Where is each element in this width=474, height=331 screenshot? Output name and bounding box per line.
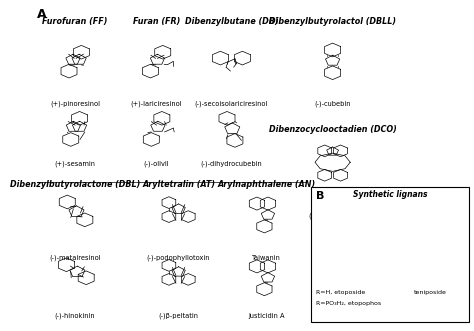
Text: Furan (FR): Furan (FR) (133, 18, 180, 26)
Text: (-)-steganaicin: (-)-steganaicin (308, 213, 357, 219)
Text: Arylnaphthalene (AN): Arylnaphthalene (AN) (218, 180, 316, 189)
Text: (-)-olivil: (-)-olivil (144, 161, 169, 167)
Text: (-)-matairesinol: (-)-matairesinol (49, 255, 101, 261)
Text: Furofuran (FF): Furofuran (FF) (43, 18, 108, 26)
Text: Dibenzylbutyrolactol (DBLL): Dibenzylbutyrolactol (DBLL) (269, 18, 396, 26)
Text: A: A (36, 8, 46, 21)
Text: Dibenzylbutane (DB): Dibenzylbutane (DB) (185, 18, 278, 26)
Text: (-)-secoisolariciresinol: (-)-secoisolariciresinol (195, 100, 268, 107)
Text: Justicidin A: Justicidin A (248, 312, 285, 319)
Text: Taiwanin: Taiwanin (252, 255, 281, 261)
Text: (+)-sesamin: (+)-sesamin (55, 161, 96, 167)
Text: (-)-cubebin: (-)-cubebin (314, 100, 351, 107)
Text: R=PO₃H₂, etopophos: R=PO₃H₂, etopophos (316, 301, 382, 306)
FancyBboxPatch shape (310, 187, 469, 322)
Text: Synthetic lignans: Synthetic lignans (353, 190, 427, 199)
Text: (+)-pinoresinol: (+)-pinoresinol (50, 100, 100, 107)
Text: (-)β-peltatin: (-)β-peltatin (159, 312, 199, 319)
Text: (-)-podophyllotoxin: (-)-podophyllotoxin (147, 255, 210, 261)
Text: Aryltetralin (AT): Aryltetralin (AT) (142, 180, 215, 189)
Text: R=H, etoposide: R=H, etoposide (316, 290, 365, 295)
Text: (-)-hinokinin: (-)-hinokinin (55, 312, 95, 319)
Text: (+)-lariciresinol: (+)-lariciresinol (131, 100, 182, 107)
Text: Dibenzocyclooctadien (DCO): Dibenzocyclooctadien (DCO) (269, 125, 396, 134)
Text: Dibenzylbutyrolactone (DBL): Dibenzylbutyrolactone (DBL) (10, 180, 140, 189)
Text: teniposide: teniposide (414, 290, 447, 295)
Text: (-)-dihydrocubebin: (-)-dihydrocubebin (201, 161, 262, 167)
Text: B: B (316, 191, 324, 201)
